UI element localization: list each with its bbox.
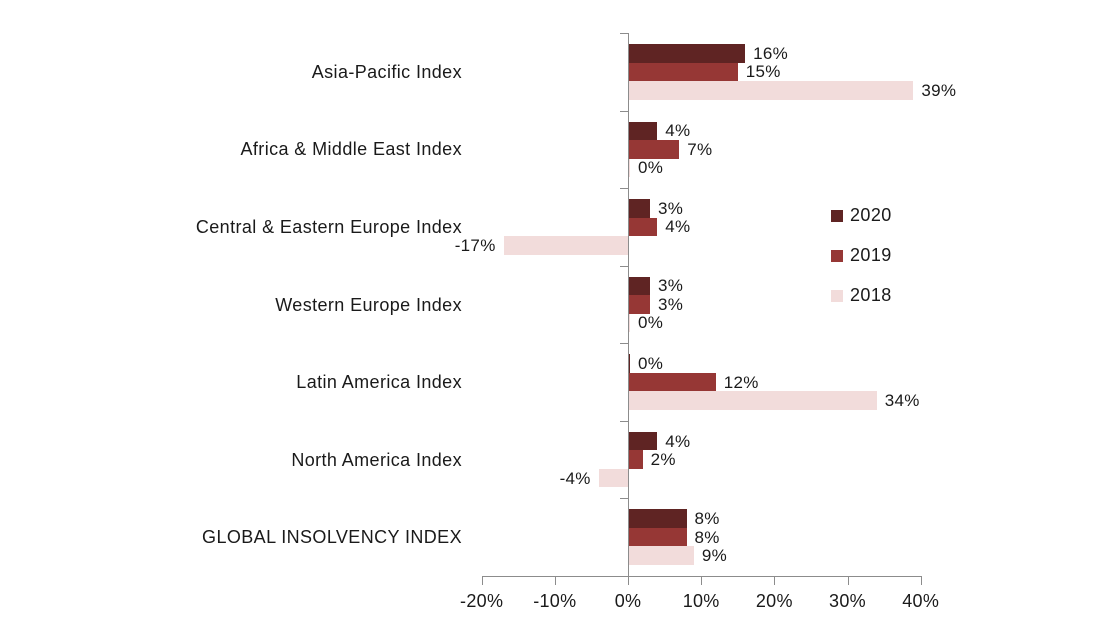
x-axis-tick — [920, 576, 922, 585]
y-axis-tick — [620, 265, 628, 267]
value-label: 0% — [638, 313, 664, 333]
bar-2019 — [628, 62, 738, 81]
category-label: Central & Eastern Europe Index — [195, 216, 462, 237]
legend-swatch-2020 — [831, 209, 843, 222]
category-label: Africa & Middle East Index — [240, 139, 462, 160]
bar-2020 — [628, 276, 650, 296]
value-label: 0% — [638, 158, 664, 178]
bar-2019 — [628, 450, 643, 469]
bar-2019 — [628, 527, 687, 547]
x-axis-label: 0% — [614, 591, 642, 611]
legend-swatch-2019 — [831, 249, 843, 262]
y-axis-tick — [620, 498, 628, 500]
value-label: 8% — [694, 527, 720, 547]
value-label: 2% — [650, 450, 676, 470]
x-axis-label: 10% — [682, 591, 720, 611]
bar-2020 — [628, 509, 687, 528]
x-axis-tick — [481, 576, 483, 585]
value-label: 39% — [921, 80, 957, 100]
value-label: 4% — [665, 431, 691, 451]
bar-2018 — [503, 236, 628, 255]
x-axis-tick — [701, 576, 703, 585]
bar-2018 — [628, 313, 630, 333]
bar-2020 — [628, 44, 746, 63]
bar-2018 — [628, 158, 630, 178]
category-label: GLOBAL INSOLVENCY INDEX — [202, 527, 462, 548]
legend-label-2020: 2020 — [850, 205, 892, 225]
bar-2018 — [628, 391, 877, 410]
y-axis-tick — [620, 343, 628, 345]
value-label: 34% — [884, 391, 920, 411]
bar-2018 — [628, 81, 914, 100]
category-label: Western Europe Index — [275, 294, 462, 315]
value-label: 16% — [753, 43, 788, 63]
x-axis-tick — [847, 576, 849, 585]
value-label: 4% — [665, 121, 691, 141]
x-axis-label: -10% — [533, 591, 577, 611]
y-axis-tick — [620, 33, 628, 34]
value-label: 12% — [723, 372, 759, 392]
value-label: 0% — [638, 354, 664, 374]
value-label: 3% — [657, 198, 684, 218]
value-label: 4% — [665, 217, 691, 237]
x-axis-tick — [554, 576, 556, 585]
x-axis-tick — [628, 576, 629, 585]
category-label: North America Index — [291, 449, 462, 470]
value-label: 8% — [694, 509, 720, 529]
legend-item-2018: 2018 — [831, 286, 911, 304]
category-label: Latin America Index — [296, 372, 462, 393]
legend-item-2020: 2020 — [831, 206, 911, 224]
bar-2019 — [628, 140, 680, 159]
bar-2019 — [628, 372, 716, 392]
y-axis-tick — [620, 110, 628, 112]
x-axis-tick — [774, 576, 776, 585]
value-label: -17% — [454, 235, 496, 255]
category-label: Asia-Pacific Index — [311, 61, 462, 82]
bar-2019 — [628, 217, 658, 237]
bar-2018 — [598, 468, 628, 488]
y-axis-tick — [620, 188, 628, 190]
y-axis-line — [628, 33, 629, 585]
value-label: 3% — [657, 276, 684, 296]
value-label: 15% — [745, 62, 781, 82]
value-label: -4% — [559, 468, 591, 488]
x-axis-label: 30% — [829, 591, 866, 611]
x-axis-label: 40% — [902, 591, 940, 611]
bar-2018 — [628, 546, 694, 565]
bar-2020 — [628, 431, 658, 451]
x-axis-label: 20% — [755, 591, 793, 611]
bar-2020 — [628, 199, 650, 218]
bar-2019 — [628, 295, 650, 314]
value-label: 3% — [657, 294, 684, 314]
x-axis-label: -20% — [460, 591, 504, 611]
legend-item-2019: 2019 — [831, 246, 911, 264]
legend-label-2018: 2018 — [850, 285, 892, 305]
value-label: 9% — [701, 546, 728, 566]
bar-2020 — [628, 121, 658, 141]
value-label: 7% — [687, 139, 713, 159]
legend-label-2019: 2019 — [850, 245, 892, 265]
y-axis-tick — [620, 420, 628, 422]
legend-swatch-2018 — [831, 289, 843, 302]
bar-2020 — [628, 354, 630, 373]
